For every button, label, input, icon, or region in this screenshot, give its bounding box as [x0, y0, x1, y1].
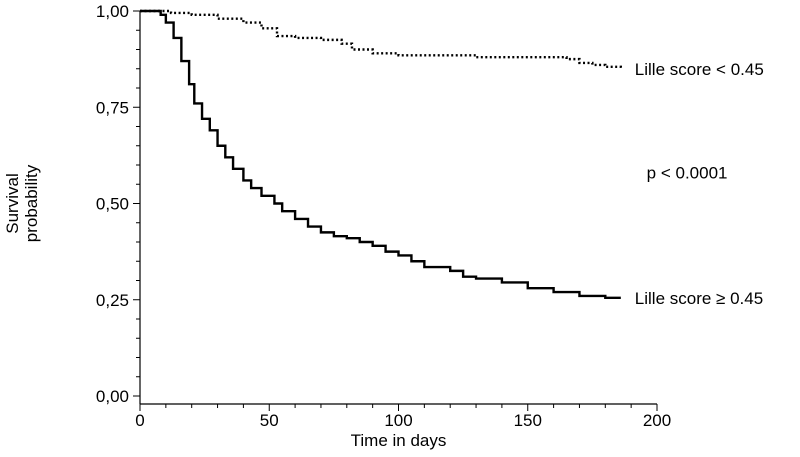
x-tick-label: 0	[135, 411, 144, 430]
y-tick-label: 0,25	[96, 291, 129, 310]
y-axis-title-line-1: Survival	[3, 173, 22, 233]
x-tick-label: 50	[260, 411, 279, 430]
series-layer	[140, 9, 623, 300]
x-ticks: 0 50 100 150 200	[135, 404, 671, 430]
x-tick-label: 200	[643, 411, 671, 430]
series-label: Lille score ≥ 0.45	[635, 289, 763, 308]
series-line-above-threshold	[140, 9, 621, 300]
x-tick-label: 100	[384, 411, 412, 430]
x-axis-title: Time in days	[351, 431, 447, 450]
series-line-below-threshold	[140, 9, 623, 69]
y-tick-label: 0,00	[96, 387, 129, 406]
x-tick-label: 150	[514, 411, 542, 430]
y-axis-title-line-2: probability	[22, 164, 41, 242]
y-tick-label: 0,75	[96, 98, 129, 117]
series-label: Lille score < 0.45	[635, 60, 764, 79]
y-tick-label: 1,00	[96, 2, 129, 21]
y-tick-label: 0,50	[96, 195, 129, 214]
y-ticks: 0,00 0,25 0,50 0,75 1,00	[96, 2, 140, 406]
labels-layer: Lille score < 0.45 Lille score ≥ 0.45 p < …	[635, 60, 764, 308]
p-value-annotation: p < 0.0001	[647, 163, 728, 182]
plot-area: 0,00 0,25 0,50 0,75 1,00 0 50 100 150 200 Lille …	[96, 2, 764, 430]
